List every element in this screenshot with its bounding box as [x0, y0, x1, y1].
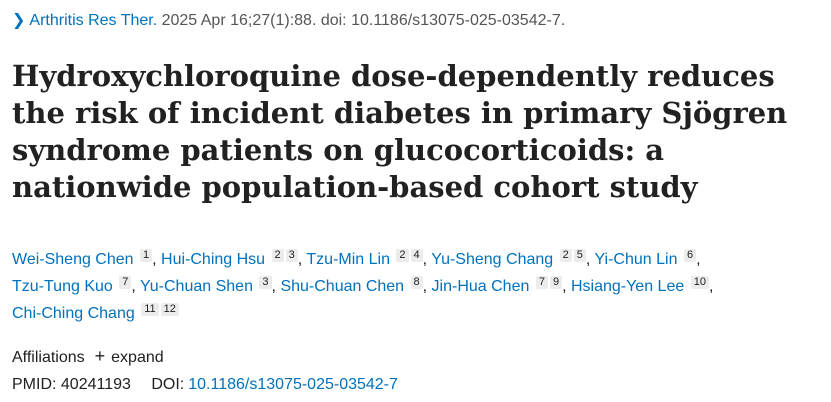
author-entry: Chi-Ching Chang 11 12 [12, 303, 179, 322]
affiliation-badge[interactable]: 2 [271, 249, 284, 262]
affiliation-badge[interactable]: 2 [396, 249, 409, 262]
author-separator: , [562, 278, 571, 295]
affiliation-badge[interactable]: 8 [410, 276, 423, 289]
affiliation-badge[interactable]: 11 [141, 303, 159, 316]
affiliation-badge[interactable]: 5 [573, 249, 586, 262]
author-separator: , [271, 278, 281, 295]
affiliation-badge[interactable]: 3 [285, 249, 298, 262]
author-link[interactable]: Wei-Sheng Chen [12, 251, 134, 268]
pmid-label: PMID: [12, 376, 57, 393]
author-link[interactable]: Tzu-Tung Kuo [12, 278, 113, 295]
affiliation-badge[interactable]: 4 [410, 249, 423, 262]
author-separator: , [585, 251, 595, 268]
affiliation-badge[interactable]: 7 [535, 276, 548, 289]
author-entry: Wei-Sheng Chen 1, [12, 249, 162, 268]
affiliation-badge[interactable]: 7 [119, 276, 132, 289]
pmid-value: 40241193 [60, 376, 131, 393]
author-separator: , [131, 278, 140, 295]
author-separator: , [422, 278, 432, 295]
author-entry: Yi-Chun Lin 6, [594, 249, 701, 268]
author-link[interactable]: Shu-Chuan Chen [280, 278, 405, 295]
chevron-right-icon[interactable]: ❯ [12, 12, 26, 29]
affiliation-badge[interactable]: 2 [559, 249, 572, 262]
expand-button[interactable]: expand [111, 349, 164, 366]
author-entry: Tzu-Tung Kuo 7, [12, 276, 140, 295]
affiliation-badge[interactable]: 9 [549, 276, 563, 289]
author-separator: , [152, 251, 162, 268]
citation-line: ❯ Arthritis Res Ther. 2025 Apr 16;27(1):8… [12, 10, 565, 32]
journal-link[interactable]: Arthritis Res Ther. [29, 12, 158, 29]
author-separator: , [696, 251, 701, 268]
author-entry: Yu-Chuan Shen 3, [139, 276, 281, 295]
author-link[interactable]: Hsiang-Yen Lee [570, 278, 685, 295]
article-title: Hydroxychloroquine dose-dependently redu… [12, 59, 788, 204]
author-link[interactable]: Chi-Ching Chang [12, 305, 135, 322]
author-link[interactable]: Hui-Ching Hsu [161, 251, 266, 268]
affiliation-badge[interactable]: 12 [160, 303, 179, 316]
author-link[interactable]: Yi-Chun Lin [594, 251, 678, 268]
doi-link[interactable]: 10.1186/s13075-025-03542-7 [188, 376, 398, 393]
affiliation-badge[interactable]: 6 [683, 249, 697, 262]
doi-label: DOI: [151, 376, 185, 393]
affiliation-badge[interactable]: 1 [140, 249, 153, 262]
author-link[interactable]: Yu-Sheng Chang [431, 251, 554, 268]
author-separator: , [708, 278, 714, 295]
author-entry: Shu-Chuan Chen 8, [280, 276, 432, 295]
author-link[interactable]: Tzu-Min Lin [306, 251, 390, 268]
author-link[interactable]: Yu-Chuan Shen [139, 278, 253, 295]
identifiers-row: PMID: 40241193 DOI: 10.1186/s13075-025-03… [12, 374, 398, 396]
author-entry: Hsiang-Yen Lee 10, [570, 276, 714, 295]
author-separator: , [422, 251, 432, 268]
affiliations-label: Affiliations [12, 349, 85, 366]
affiliations-toggle-row: Affiliations + expand [12, 345, 164, 369]
author-separator: , [297, 251, 307, 268]
affiliation-badge[interactable]: 10 [690, 276, 709, 289]
author-link[interactable]: Jin-Hua Chen [431, 278, 530, 295]
plus-icon[interactable]: + [94, 346, 106, 366]
citation-details: 2025 Apr 16;27(1):88. doi: 10.1186/s1307… [157, 12, 566, 29]
affiliation-badge[interactable]: 3 [259, 276, 272, 289]
